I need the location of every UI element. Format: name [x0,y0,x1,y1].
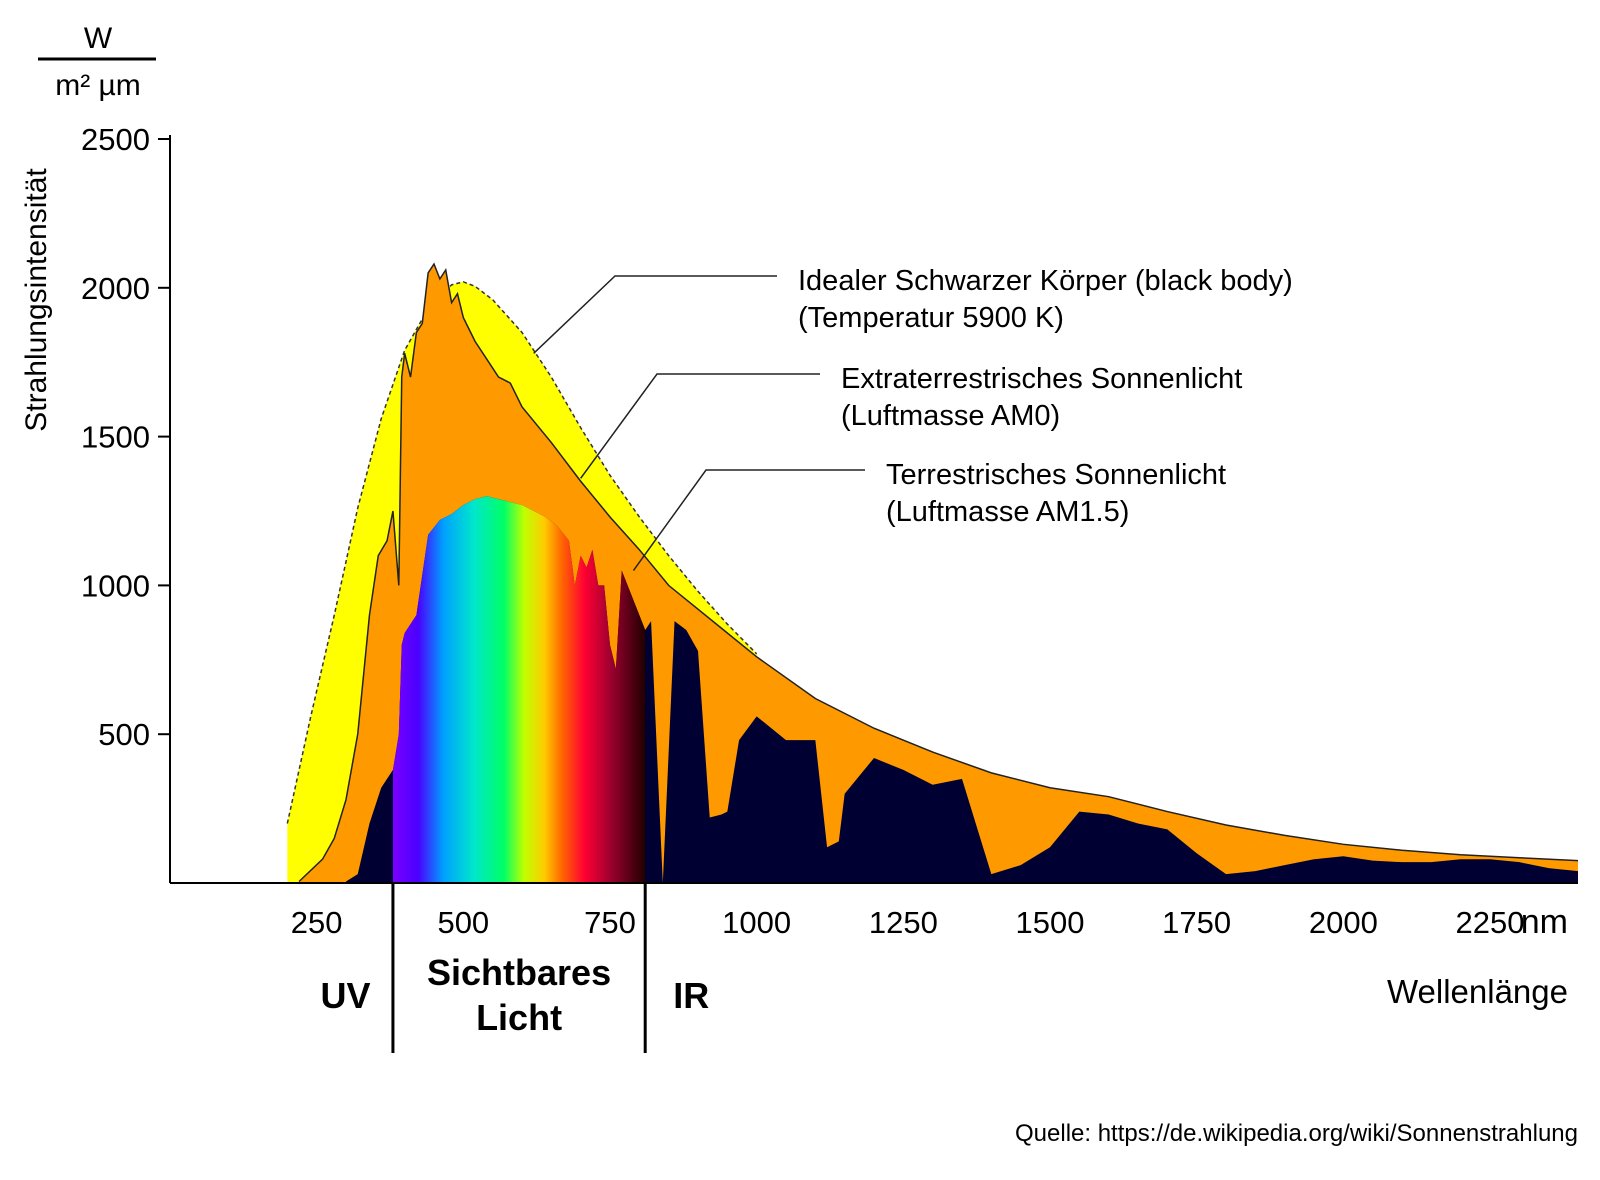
callout-name-am15: Terrestrisches Sonnenlicht [886,459,1226,491]
x-tick-label: 1500 [1016,905,1085,940]
x-tick-label: 500 [437,905,489,940]
region-label-uv: UV [320,975,370,1016]
x-tick-label: 250 [291,905,343,940]
x-tick-label: 1250 [869,905,938,940]
region-label-ir: IR [673,975,709,1016]
y-tick-label: 1000 [81,568,150,603]
series-area-am15 [346,496,1578,883]
region-label-visible-line2: Licht [476,997,562,1038]
plot-areas [286,262,1579,883]
region-label-visible-line1: Sichtbares [427,952,611,993]
callout-name-black-body: Idealer Schwarzer Körper (black body) [798,265,1293,297]
y-tick-label: 2500 [81,122,150,157]
x-tick-label: 2250 [1456,905,1525,940]
x-axis-unit: nm [1521,903,1568,941]
y-unit-denominator: m² µm [55,69,141,102]
series-callouts: Idealer Schwarzer Körper (black body) (Te… [533,265,1293,571]
x-tick-label: 1000 [722,905,791,940]
y-tick-label: 500 [98,717,150,752]
series-area-am15-visible-spectrum [392,496,646,883]
series-line-black-body [286,281,758,824]
callout-leader-am15 [632,469,865,571]
x-axis-label: Wellenlänge [1387,973,1568,1010]
x-tick-label: 2000 [1309,905,1378,940]
callout-name-am0: Extraterrestrisches Sonnenlicht [841,363,1242,395]
callout-detail-am0: (Luftmasse AM0) [841,400,1060,432]
callout-detail-black-body: (Temperatur 5900 K) [798,302,1064,334]
source-citation: Quelle: https://de.wikipedia.org/wiki/So… [1015,1120,1578,1147]
x-tick-label: 750 [584,905,636,940]
axes: 500 1000 1500 2000 2500 250 500 750 1000 1250 1500… [81,122,1578,1053]
y-unit-numerator: W [84,22,113,55]
x-tick-label: 1750 [1162,905,1231,940]
callout-detail-am15: (Luftmasse AM1.5) [886,496,1129,528]
y-tick-label: 1500 [81,420,150,455]
y-tick-label: 2000 [81,271,150,306]
series-line-am0 [298,262,1579,883]
callout-leader-am0 [580,373,820,479]
callout-leader-black-body [533,275,777,354]
y-axis-label: Strahlungsintensität [20,168,53,432]
